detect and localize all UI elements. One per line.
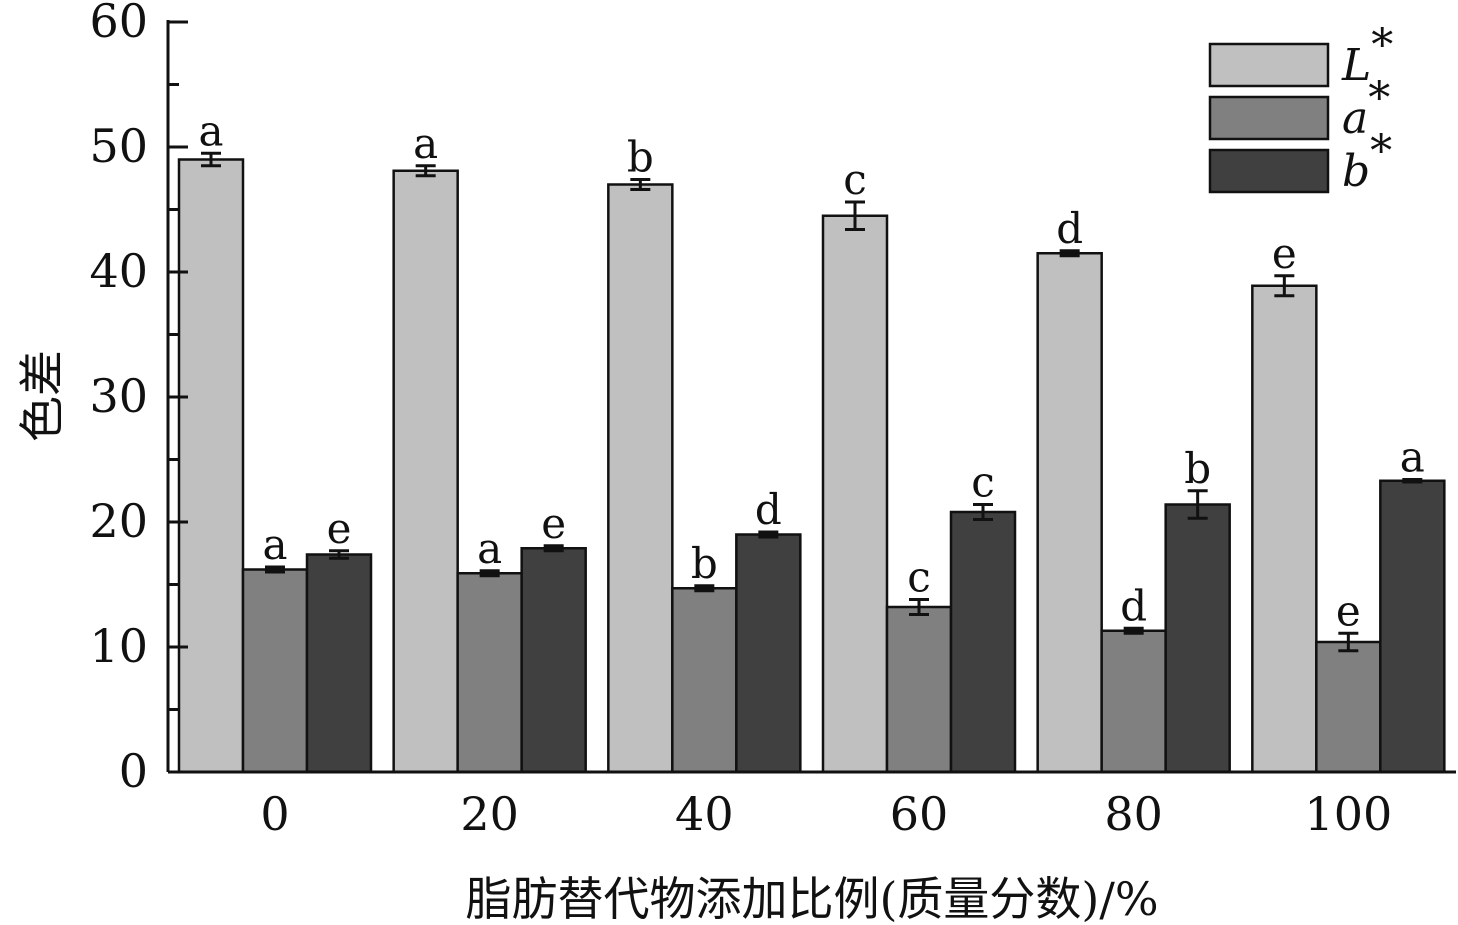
bars-layer [177,158,1446,774]
x-tick-label: 40 [675,787,734,841]
y-tick-label: 10 [89,619,148,673]
significance-label: d [1056,204,1083,253]
bar-astar-40 [671,587,738,774]
bar-astar-60 [885,605,953,774]
significance-label: a [413,119,438,168]
legend-label-main: b [1342,146,1370,197]
significance-label: e [541,499,566,548]
x-tick-labels-layer: 0 20 40 60 80 100 [260,787,1392,841]
legend-swatch-bstar [1208,148,1330,194]
significance-label: c [971,458,995,507]
legend: L*a*b* [1208,20,1393,197]
bar-bstar-100 [1379,479,1446,774]
y-tick-label: 0 [119,744,148,798]
legend-swatch-astar [1208,95,1330,141]
x-tick-label: 60 [890,787,949,841]
significance-label: c [843,155,867,204]
bar-astar-80 [1100,629,1167,774]
bar-bstar-0 [305,553,373,774]
legend-label-sup: * [1371,20,1393,71]
bar-Lstar-100 [1251,284,1318,774]
legend-label: b* [1342,126,1392,197]
bar-Lstar-60 [821,214,889,774]
x-tick-label: 80 [1104,787,1163,841]
y-tick-label: 40 [89,244,148,298]
legend-label: L* [1341,20,1393,91]
significance-label: a [1400,433,1425,482]
significance-label: d [1120,581,1147,630]
significance-label: a [198,106,223,155]
bar-Lstar-20 [392,169,459,774]
significance-label: d [755,485,782,534]
bar-bstar-40 [735,533,802,774]
x-axis-title: 脂肪替代物添加比例(质量分数)/% [465,872,1158,925]
y-ticks-layer: 0 10 20 30 40 50 60 [89,0,188,798]
significance-label: e [1336,586,1361,635]
error-bars-layer [201,151,1423,653]
y-tick-label: 50 [89,119,148,173]
legend-label: a* [1342,73,1390,144]
significance-label: e [327,504,352,553]
bar-Lstar-0 [177,158,245,774]
significance-label: c [907,553,931,602]
significance-label: e [1272,229,1297,278]
legend-label-sup: * [1370,126,1392,177]
x-tick-label: 20 [460,787,519,841]
x-tick-label: 0 [260,787,289,841]
bar-astar-20 [456,572,523,774]
y-tick-label: 30 [89,369,148,423]
legend-swatch-Lstar [1208,42,1330,88]
y-axis-title: 色差 [15,350,69,442]
bar-bstar-80 [1164,503,1231,774]
bar-Lstar-80 [1036,252,1103,774]
y-tick-label: 60 [89,0,148,48]
bar-Lstar-40 [607,183,674,774]
significance-label: b [1184,444,1211,493]
bar-bstar-20 [520,547,587,774]
significance-label: a [262,520,287,569]
x-tick-label: 100 [1304,787,1392,841]
bar-bstar-60 [949,510,1017,774]
y-tick-label: 20 [89,494,148,548]
legend-label-main: L [1341,40,1371,91]
legend-label-sup: * [1368,73,1390,124]
bar-astar-0 [241,568,309,774]
significance-label: b [691,539,718,588]
bar-astar-100 [1315,640,1382,774]
significance-label: a [477,524,502,573]
significance-label: b [627,133,654,182]
legend-label-main: a [1342,93,1368,144]
